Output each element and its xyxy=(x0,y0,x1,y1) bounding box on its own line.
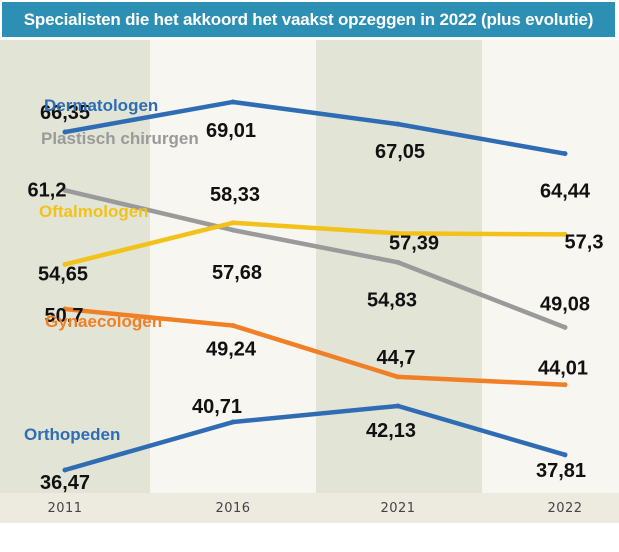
series-label-plastisch-chirurgen: Plastisch chirurgen xyxy=(41,129,199,148)
data-point-plastisch-chirurgen-2022 xyxy=(562,324,568,330)
data-label-oftalmologen-2016: 58,33 xyxy=(210,184,260,206)
data-label-dermatologen-2016: 69,01 xyxy=(206,120,256,142)
data-label-dermatologen-2021: 67,05 xyxy=(375,141,425,163)
chart-title: Specialisten die het akkoord het vaakst … xyxy=(2,2,615,37)
data-label-oftalmologen-2021: 57,39 xyxy=(389,232,439,254)
series-label-orthopeden: Orthopeden xyxy=(24,425,120,444)
background-band-2022 xyxy=(482,40,619,493)
data-label-dermatologen-2011: 66,35 xyxy=(40,102,90,124)
x-axis-strip xyxy=(0,493,619,523)
series-label-gynaecologen: Gynaecologen xyxy=(45,312,162,331)
series-line-oftalmologen xyxy=(62,220,568,267)
data-point-oftalmologen-2022 xyxy=(562,231,568,237)
series-label-oftalmologen: Oftalmologen xyxy=(39,202,149,221)
data-point-plastisch-chirurgen-2016 xyxy=(230,227,236,233)
data-label-orthopeden-2021: 42,13 xyxy=(366,420,416,442)
data-point-orthopeden-2022 xyxy=(562,452,568,458)
data-point-orthopeden-2011 xyxy=(62,467,68,473)
x-tick-label-2022: 2022 xyxy=(547,501,582,516)
data-label-plastisch-chirurgen-2021: 54,83 xyxy=(367,289,417,311)
data-point-gynaecologen-2021 xyxy=(395,374,401,380)
data-label-gynaecologen-2011: 50,7 xyxy=(45,305,84,327)
data-label-orthopeden-2016: 40,71 xyxy=(192,396,242,418)
data-label-gynaecologen-2022: 44,01 xyxy=(538,358,588,380)
data-point-dermatologen-2021 xyxy=(395,121,401,127)
x-tick-label-2011: 2011 xyxy=(47,501,82,516)
data-point-gynaecologen-2016 xyxy=(230,323,236,329)
data-point-plastisch-chirurgen-2011 xyxy=(62,187,68,193)
data-label-orthopeden-2011: 36,47 xyxy=(40,472,90,494)
data-label-plastisch-chirurgen-2011: 61,2 xyxy=(28,179,67,201)
data-point-orthopeden-2016 xyxy=(230,419,236,425)
series-line-plastisch-chirurgen xyxy=(62,188,568,330)
data-point-gynaecologen-2011 xyxy=(62,306,68,312)
series-line-orthopeden xyxy=(62,403,568,473)
data-label-plastisch-chirurgen-2016: 57,68 xyxy=(212,262,262,284)
data-point-oftalmologen-2021 xyxy=(395,230,401,236)
data-point-oftalmologen-2016 xyxy=(230,220,236,226)
series-line-dermatologen xyxy=(62,99,568,156)
data-label-plastisch-chirurgen-2022: 49,08 xyxy=(540,293,590,315)
data-point-gynaecologen-2022 xyxy=(562,382,568,388)
data-label-orthopeden-2022: 37,81 xyxy=(536,460,586,482)
series-label-dermatologen: Dermatologen xyxy=(44,96,158,115)
data-label-oftalmologen-2011: 54,65 xyxy=(38,263,88,285)
background-band-2011 xyxy=(0,40,150,493)
data-label-gynaecologen-2021: 44,7 xyxy=(377,347,416,369)
data-label-oftalmologen-2022: 57,3 xyxy=(565,231,604,253)
data-label-gynaecologen-2016: 49,24 xyxy=(206,339,257,361)
data-point-dermatologen-2011 xyxy=(62,129,68,135)
data-point-dermatologen-2016 xyxy=(230,99,236,105)
data-point-oftalmologen-2011 xyxy=(62,261,68,267)
series-line-gynaecologen xyxy=(62,306,568,387)
data-point-plastisch-chirurgen-2021 xyxy=(395,259,401,265)
data-point-dermatologen-2022 xyxy=(562,151,568,157)
x-tick-label-2016: 2016 xyxy=(215,501,250,516)
x-tick-label-2021: 2021 xyxy=(380,501,415,516)
data-label-dermatologen-2022: 64,44 xyxy=(540,181,591,203)
data-point-orthopeden-2021 xyxy=(395,403,401,409)
